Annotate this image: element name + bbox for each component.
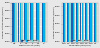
Bar (20, 0, 21, 42)
Bar (27, 0, 29, 42)
Bar (31, 0, 33, 42)
Bar (45, 0, 46, 42)
Bar (95, 0, 96, 42)
Bar (30, 0, 31, 42)
Bar (96, 0, 97, 42)
Bar (78, 0, 79, 42)
Bar (89, 0, 90, 42)
Legend: Dry, MQL, Flood: Dry, MQL, Flood (20, 40, 38, 42)
Bar (37, 0, 39, 42)
Bar (65, 0, 66, 42)
Bar (42, 0, 43, 42)
Bar (24, 0, 25, 42)
Bar (85, 0, 86, 42)
Bar (69, 0, 70, 42)
Bar (90, 0, 92, 42)
Y-axis label: Specific cutting force (N/mm²): Specific cutting force (N/mm²) (53, 6, 55, 38)
Bar (15, 0, 17, 42)
Bar (82, 0, 83, 42)
Bar (83, 0, 84, 42)
Bar (80, 0, 81, 42)
Bar (67, 0, 68, 42)
Bar (92, 0, 93, 42)
X-axis label: Depth of cut (mm): Depth of cut (mm) (19, 44, 40, 46)
Bar (18, 0, 19, 42)
X-axis label: Feed rate (mm/rev): Feed rate (mm/rev) (69, 44, 91, 46)
Bar (21, 0, 23, 42)
Bar (43, 0, 45, 42)
Bar (26, 0, 27, 42)
Y-axis label: Specific cutting force (N/mm²): Specific cutting force (N/mm²) (2, 6, 4, 38)
Bar (39, 0, 40, 42)
Bar (87, 0, 88, 42)
Bar (86, 0, 87, 42)
Bar (68, 0, 69, 42)
Bar (12, 0, 14, 42)
Legend: Dry, MQL, Flood: Dry, MQL, Flood (71, 40, 89, 42)
Bar (73, 0, 74, 42)
Bar (14, 0, 15, 42)
Bar (74, 0, 75, 42)
Bar (33, 0, 34, 42)
Bar (36, 0, 37, 42)
Bar (62, 0, 64, 42)
Bar (77, 0, 78, 42)
Bar (71, 0, 72, 42)
Bar (76, 0, 77, 42)
Bar (64, 0, 65, 42)
Bar (94, 0, 95, 42)
